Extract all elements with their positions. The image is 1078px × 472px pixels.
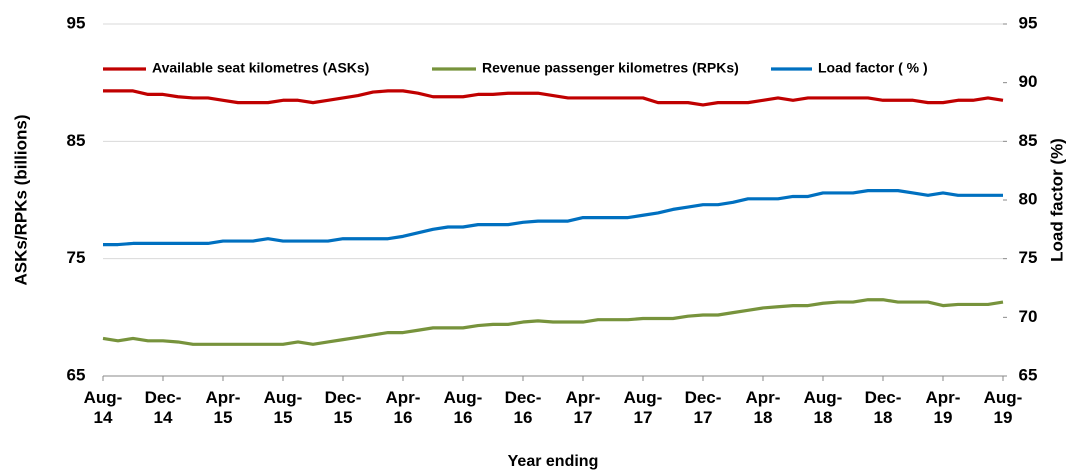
y-tick-label: 95	[67, 13, 86, 32]
y-tick-label: 85	[67, 131, 86, 150]
x-tick-label: Dec-15	[324, 388, 362, 427]
y-axis-title: ASKs/RPKs (billions)	[11, 115, 30, 286]
series-line	[102, 298, 1004, 346]
x-tick-label: Apr-19	[925, 388, 961, 427]
x-tick-label: Dec-14	[144, 388, 182, 427]
y2-tick-label: 95	[1019, 13, 1038, 32]
x-tick-label: Apr-16	[385, 388, 421, 427]
x-axis-title: Year ending	[508, 453, 599, 470]
x-tick-label: Apr-17	[565, 388, 601, 427]
x-tick-label: Aug-16	[443, 388, 483, 427]
y2-tick-label: 75	[1019, 248, 1038, 267]
y2-tick-label: 90	[1019, 72, 1038, 91]
series-line	[103, 89, 1004, 107]
x-tick-label: Aug-15	[263, 388, 303, 427]
legend-label: Available seat kilometres (ASKs)	[152, 60, 369, 76]
y-tick-label: 75	[67, 248, 86, 267]
legend-label: Revenue passenger kilometres (RPKs)	[482, 60, 739, 76]
series-line	[103, 189, 1003, 247]
y2-tick-label: 80	[1019, 189, 1038, 208]
y2-axis-title: Load factor (%)	[1047, 138, 1066, 262]
y2-tick-label: 65	[1019, 365, 1038, 384]
x-tick-label: Apr-18	[745, 388, 781, 427]
x-tick-label: Apr-15	[205, 388, 241, 427]
x-tick-label: Aug-17	[623, 388, 663, 427]
x-tick-label: Dec-16	[504, 388, 542, 427]
x-tick-label: Aug-14	[83, 388, 123, 427]
x-tick-label: Aug-19	[983, 388, 1023, 427]
x-tick-label: Aug-18	[803, 388, 843, 427]
legend-label: Load factor ( % )	[818, 60, 928, 76]
y2-tick-label: 85	[1019, 131, 1038, 150]
x-tick-label: Dec-18	[864, 388, 902, 427]
y2-tick-label: 70	[1019, 307, 1038, 326]
x-tick-label: Dec-17	[684, 388, 722, 427]
y-tick-label: 65	[67, 365, 86, 384]
